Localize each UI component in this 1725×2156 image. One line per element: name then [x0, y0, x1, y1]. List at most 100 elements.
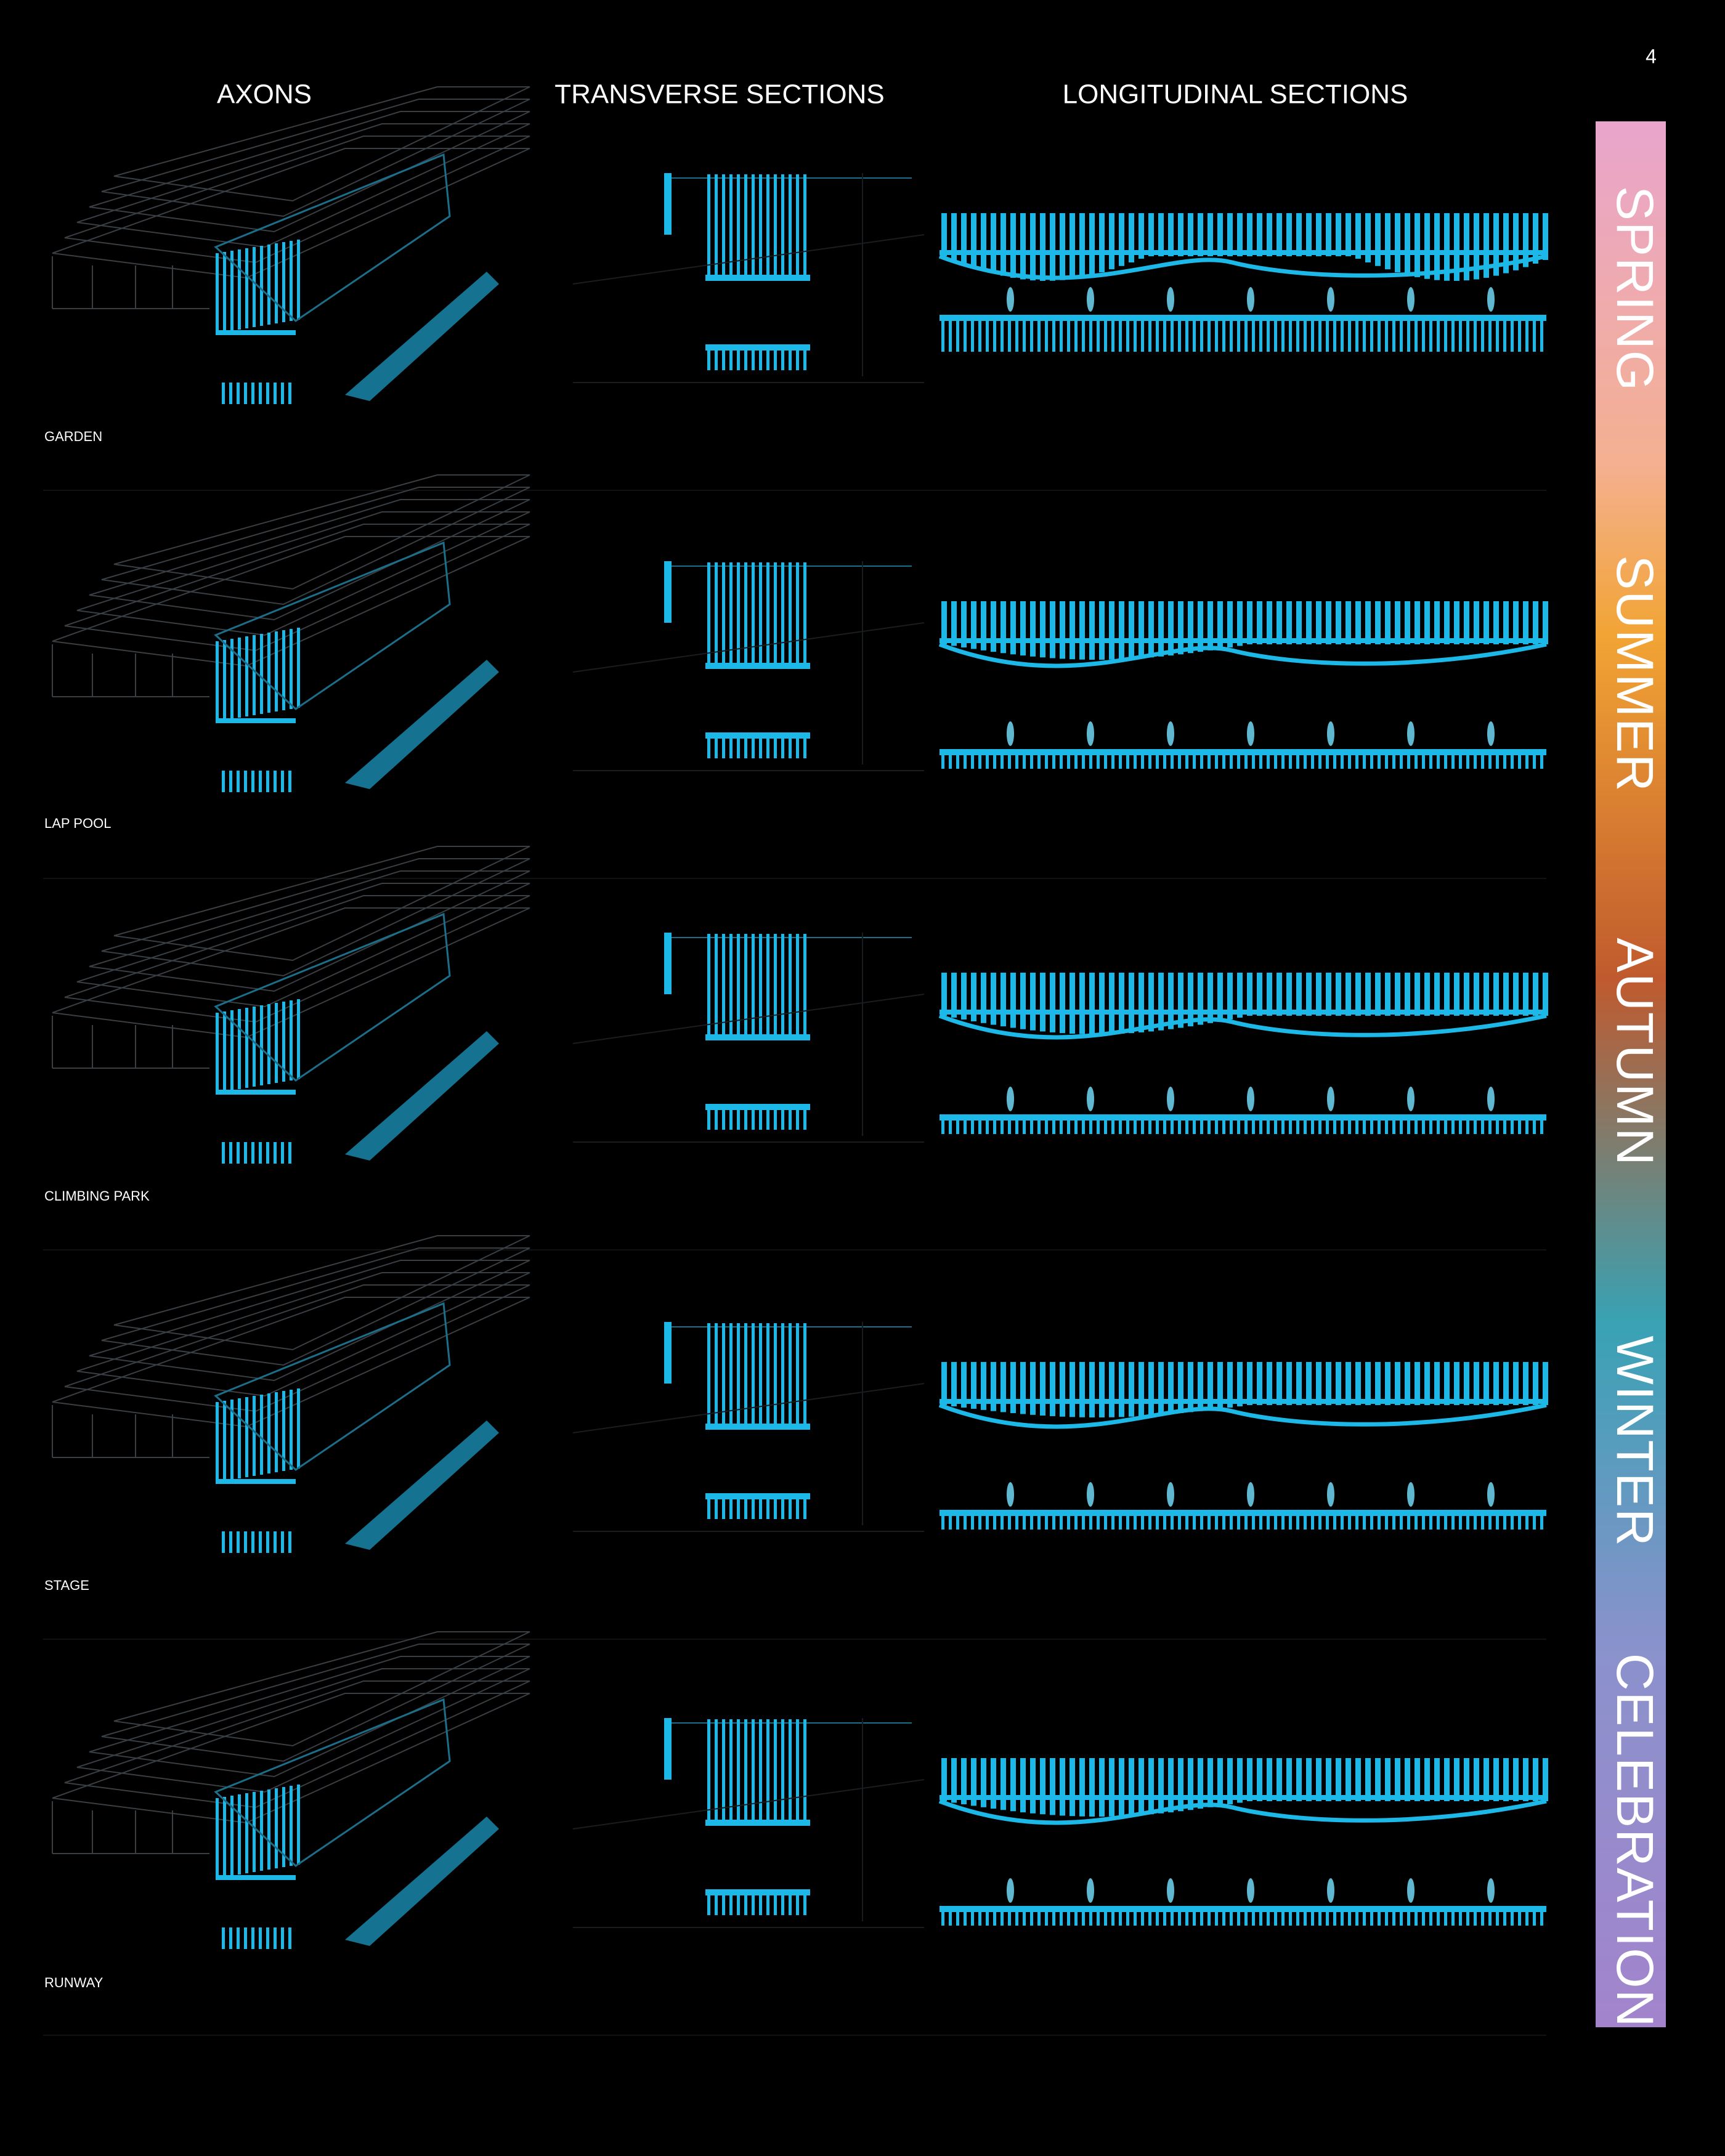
section-pier	[774, 351, 777, 370]
long-pier	[1474, 755, 1477, 769]
long-pier	[1259, 1516, 1262, 1530]
section-fin	[774, 174, 777, 279]
section-deck	[705, 344, 810, 351]
long-fin	[1464, 213, 1469, 281]
long-pier	[1244, 321, 1248, 352]
long-fin	[1158, 213, 1164, 256]
long-pier	[941, 321, 944, 352]
long-pier	[1488, 755, 1492, 769]
long-fin	[1089, 973, 1095, 1034]
long-pier	[1533, 1121, 1536, 1134]
long-fin	[1040, 1758, 1045, 1815]
axon-fin	[223, 252, 226, 332]
section-fin	[737, 1719, 740, 1824]
long-pier	[1451, 755, 1455, 769]
axon-fin	[267, 1004, 270, 1084]
long-pier	[1274, 755, 1277, 769]
long-fin	[1000, 1362, 1006, 1412]
long-pier	[964, 1121, 967, 1134]
long-deck	[940, 1906, 1546, 1912]
long-pier	[1318, 1516, 1321, 1530]
long-fin	[1198, 973, 1203, 1025]
axon-pier	[259, 1927, 262, 1949]
long-pier	[1378, 755, 1381, 769]
axon-fin	[245, 1793, 248, 1873]
section-fin	[781, 1323, 784, 1428]
long-pier	[1082, 321, 1085, 352]
long-fin	[1000, 973, 1006, 1027]
section-fin	[729, 1719, 733, 1824]
long-pier	[964, 1516, 967, 1530]
long-pier	[1326, 1516, 1329, 1530]
long-fin	[1414, 601, 1420, 644]
long-pier	[1126, 755, 1129, 769]
long-pier	[1082, 1121, 1085, 1134]
long-pier	[1326, 755, 1329, 769]
long-pier	[1052, 321, 1055, 352]
figure	[1167, 721, 1174, 746]
long-fin	[1434, 973, 1440, 1016]
long-fin	[961, 973, 967, 1020]
season-label: SPRING	[1606, 186, 1664, 392]
axon-fin	[230, 1400, 233, 1480]
long-pier	[1052, 1912, 1055, 1926]
long-fin	[1276, 1758, 1282, 1801]
long-fin	[1247, 601, 1252, 644]
long-pier	[1222, 755, 1225, 769]
section-fin	[715, 1323, 718, 1428]
axon-slab	[89, 1656, 530, 1778]
long-pier	[1244, 1516, 1248, 1530]
long-pier	[1296, 1516, 1299, 1530]
section-pier	[796, 1895, 799, 1915]
long-pier	[1533, 1516, 1536, 1530]
long-fin	[1316, 213, 1321, 256]
long-fin	[1168, 601, 1174, 656]
long-fin	[1375, 1362, 1381, 1405]
long-pier	[1193, 321, 1196, 352]
long-pier	[1348, 755, 1351, 769]
long-pier	[1244, 1912, 1248, 1926]
section-fin	[766, 562, 769, 667]
long-pier	[1333, 1516, 1336, 1530]
axon-pier	[288, 383, 291, 404]
long-pier	[1341, 755, 1344, 769]
section-pier	[766, 1110, 769, 1130]
long-pier	[1488, 1516, 1492, 1530]
long-pier	[1474, 1121, 1477, 1134]
long-pier	[1296, 1121, 1299, 1134]
long-pier	[1267, 321, 1270, 352]
long-pier	[1200, 1912, 1203, 1926]
long-pier	[1459, 1121, 1462, 1134]
long-pier	[1134, 1516, 1137, 1530]
axon-fin	[297, 999, 300, 1079]
long-pier	[1023, 755, 1026, 769]
section-pier	[729, 351, 733, 370]
column-header: AXONS	[217, 79, 312, 110]
long-pier	[1385, 755, 1388, 769]
long-fin	[961, 1362, 967, 1408]
long-pier	[1525, 1516, 1528, 1530]
long-fin	[1365, 1362, 1371, 1405]
long-fin	[1257, 1758, 1262, 1801]
long-pier	[1437, 1516, 1440, 1530]
long-pier	[1141, 1516, 1144, 1530]
long-pier	[1148, 1121, 1151, 1134]
long-pier	[1082, 755, 1085, 769]
long-fin	[1257, 601, 1262, 644]
long-pier	[1208, 321, 1211, 352]
long-pier	[1193, 755, 1196, 769]
axon-fin	[245, 1008, 248, 1088]
long-pier	[1422, 755, 1425, 769]
figure	[1247, 1087, 1254, 1111]
long-pier	[1474, 1912, 1477, 1926]
long-fin	[1484, 1758, 1489, 1801]
long-pier	[986, 1121, 989, 1134]
section-fin	[774, 934, 777, 1039]
axon-fin	[216, 1798, 219, 1878]
long-fin	[1493, 973, 1499, 1016]
long-fin	[1188, 973, 1193, 1027]
long-fin	[1484, 213, 1489, 278]
long-fin	[1395, 1758, 1400, 1801]
long-fin	[1424, 601, 1430, 644]
long-fin	[1523, 601, 1528, 644]
